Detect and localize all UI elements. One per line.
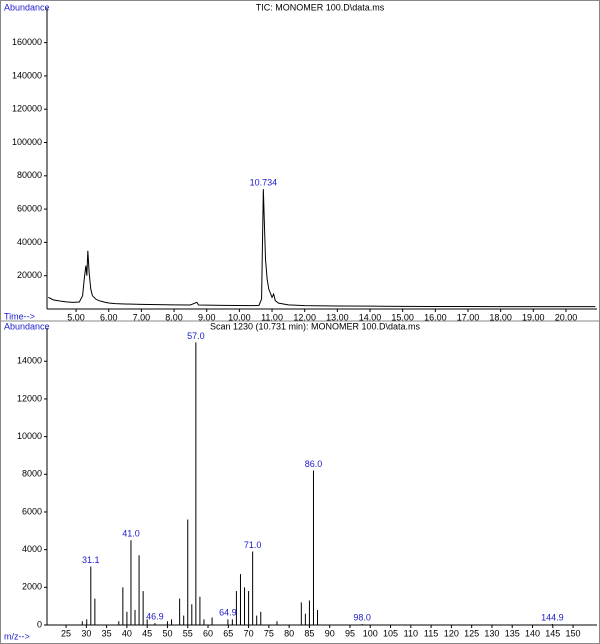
x-tick-label: 45: [142, 628, 152, 638]
x-tick-label: 60: [203, 628, 213, 638]
x-tick-label: 35: [102, 628, 112, 638]
y-tick-label: 40000: [17, 237, 42, 247]
y-tick-label: 100000: [12, 137, 42, 147]
peak-label: 71.0: [244, 540, 262, 550]
x-tick-label: 120: [444, 628, 459, 638]
x-tick-label: 9.00: [198, 312, 216, 322]
x-tick-label: 95: [345, 628, 355, 638]
x-tick-label: 5.00: [67, 312, 85, 322]
x-tick-label: 7.00: [133, 312, 151, 322]
chart-title: Scan 1230 (10.731 min): MONOMER 100.D\da…: [210, 321, 421, 331]
y-tick-label: 8000: [22, 469, 42, 479]
y-tick-label: 80000: [17, 170, 42, 180]
x-tick-label: 25: [61, 628, 71, 638]
x-tick-label: 12.00: [293, 312, 316, 322]
y-tick-label: 4000: [22, 544, 42, 554]
x-tick-label: 150: [566, 628, 581, 638]
x-tick-label: 85: [304, 628, 314, 638]
peak-label: 86.0: [305, 459, 323, 469]
x-tick-label: 13.00: [326, 312, 349, 322]
x-tick-label: 50: [162, 628, 172, 638]
x-tick-label: 55: [183, 628, 193, 638]
x-tick-label: 8.00: [165, 312, 183, 322]
x-tick-label: 14.00: [359, 312, 382, 322]
x-axis-label: Time-->: [4, 311, 35, 321]
y-tick-label: 6000: [22, 506, 42, 516]
y-tick-label: 10000: [17, 431, 42, 441]
x-tick-label: 75: [264, 628, 274, 638]
x-tick-label: 100: [363, 628, 378, 638]
y-tick-label: 0: [37, 619, 42, 629]
chromatogram-line: [48, 189, 596, 308]
x-tick-label: 18.00: [489, 312, 512, 322]
peak-label: 64.9: [219, 608, 237, 618]
y-tick-label: 120000: [12, 104, 42, 114]
x-tick-label: 17.00: [457, 312, 480, 322]
peak-label: 144.9: [541, 612, 564, 622]
x-tick-label: 19.00: [522, 312, 545, 322]
x-tick-label: 11.00: [261, 312, 283, 322]
chart-title: TIC: MONOMER 100.D\data.ms: [256, 2, 385, 12]
y-axis-label: Abundance: [4, 321, 50, 331]
y-tick-label: 2000: [22, 582, 42, 592]
x-tick-label: 16.00: [424, 312, 447, 322]
x-tick-label: 130: [484, 628, 499, 638]
y-axis-label: Abundance: [4, 2, 50, 12]
peak-label: 31.1: [82, 555, 100, 565]
x-tick-label: 105: [383, 628, 398, 638]
y-tick-label: 60000: [17, 203, 42, 213]
y-tick-label: 160000: [12, 37, 42, 47]
x-tick-label: 65: [223, 628, 233, 638]
x-tick-label: 20.00: [555, 312, 578, 322]
y-tick-label: 140000: [12, 70, 42, 80]
x-tick-label: 15.00: [391, 312, 414, 322]
x-tick-label: 70: [244, 628, 254, 638]
x-tick-label: 6.00: [100, 312, 118, 322]
x-tick-label: 110: [404, 628, 418, 638]
y-tick-label: 20000: [17, 270, 42, 280]
x-tick-label: 40: [122, 628, 132, 638]
y-tick-label: 12000: [17, 393, 42, 403]
peak-label: 57.0: [187, 331, 205, 341]
x-tick-label: 125: [464, 628, 479, 638]
x-tick-label: 90: [325, 628, 335, 638]
x-tick-label: 115: [424, 628, 438, 638]
x-tick-label: 135: [505, 628, 520, 638]
x-tick-label: 80: [284, 628, 294, 638]
x-tick-label: 140: [525, 628, 540, 638]
y-tick-label: 14000: [17, 356, 42, 366]
peak-label: 41.0: [122, 529, 140, 539]
x-tick-label: 30: [81, 628, 91, 638]
peak-label: 46.9: [146, 611, 164, 621]
peak-label: 98.0: [353, 612, 371, 622]
x-axis-label: m/z-->: [4, 631, 30, 641]
x-tick-label: 10.00: [228, 312, 251, 322]
peak-label: 10.734: [250, 178, 278, 188]
x-tick-label: 145: [545, 628, 560, 638]
